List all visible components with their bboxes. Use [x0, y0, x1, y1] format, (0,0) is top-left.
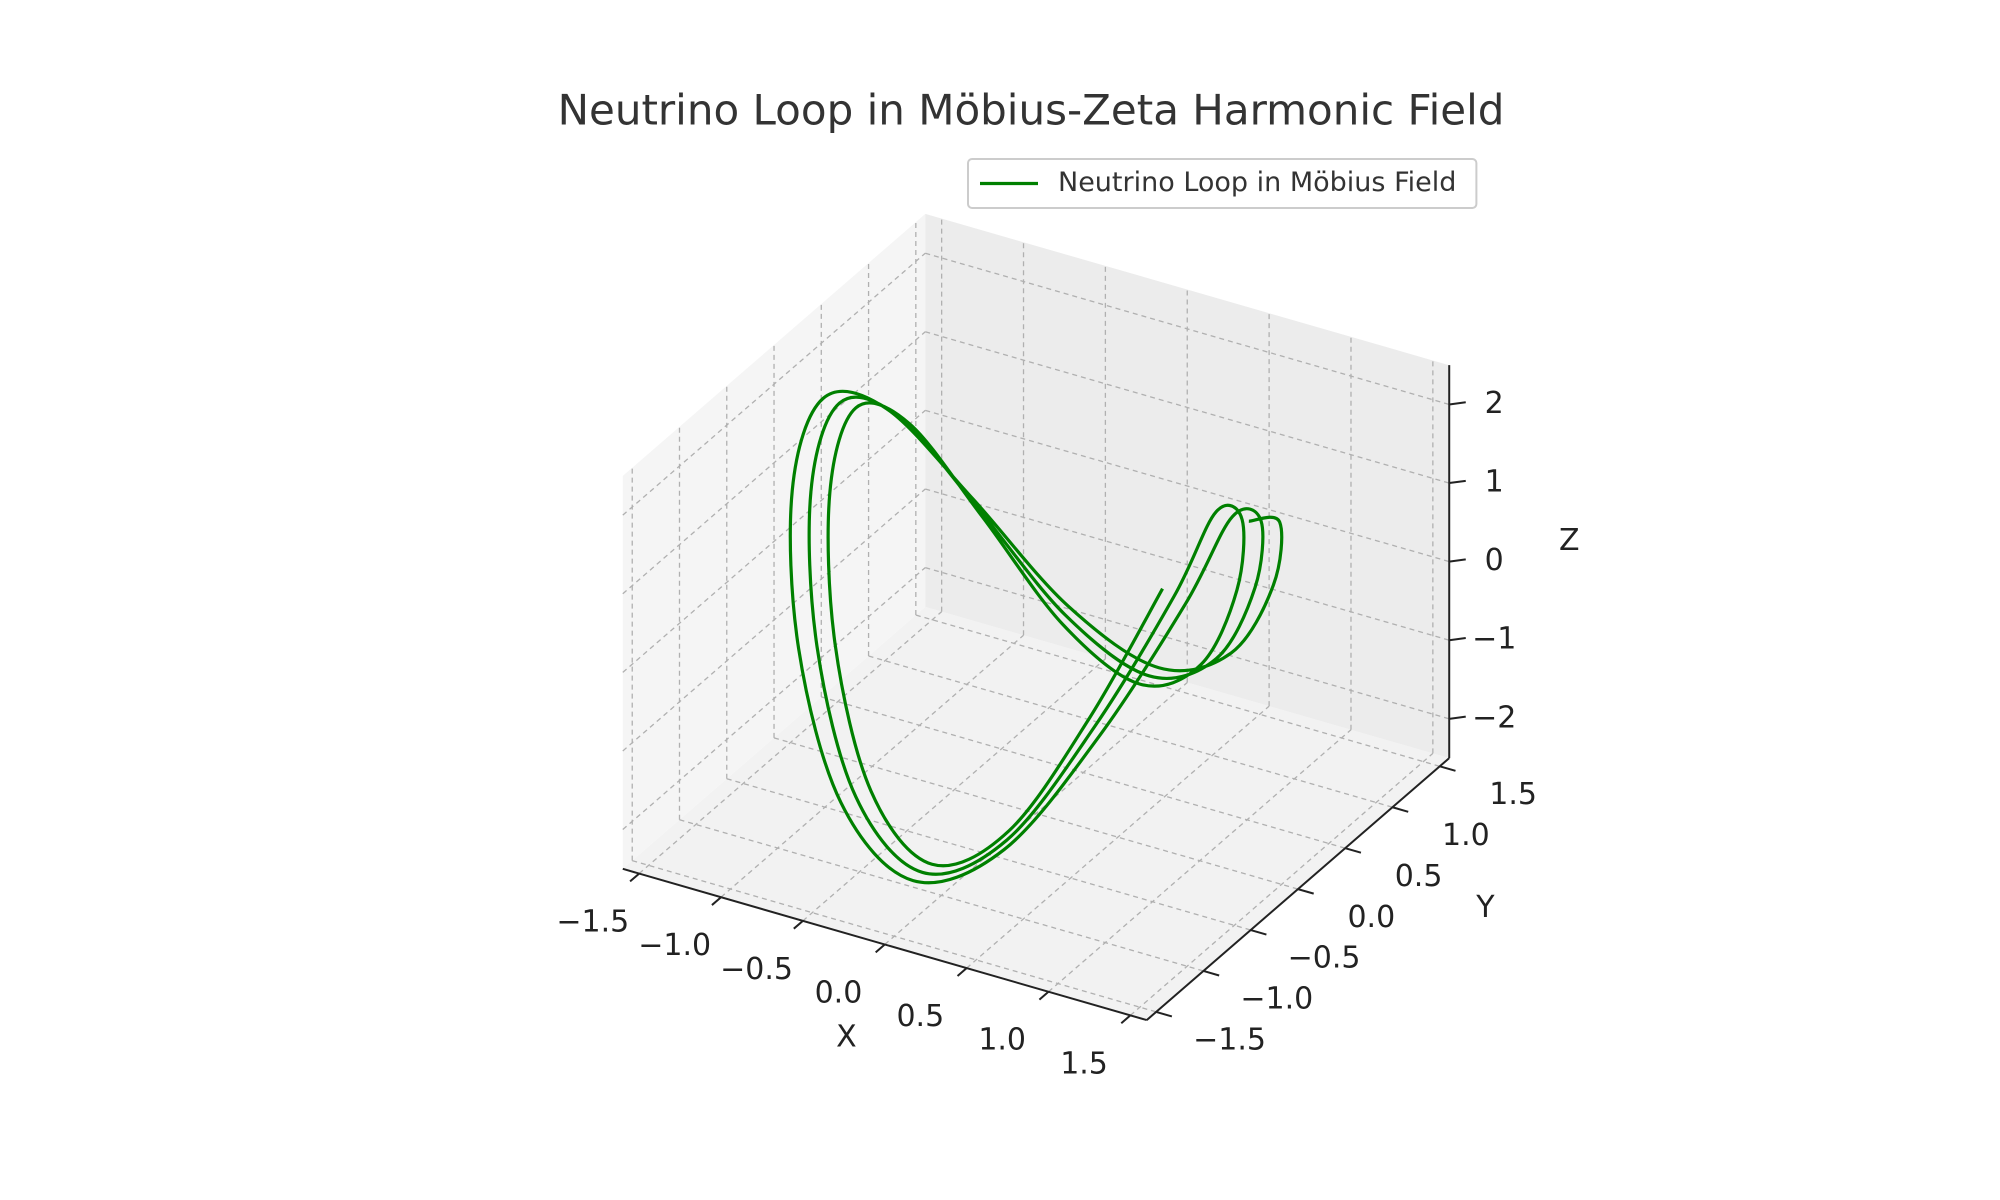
z-axis-label: Z: [1559, 523, 1580, 558]
z-tick: [1449, 558, 1466, 563]
x-tick: [711, 896, 722, 906]
x-tick-label: −1.5: [556, 905, 629, 940]
legend-label: Neutrino Loop in Möbius Field: [1058, 167, 1456, 198]
z-tick-label: 1: [1485, 465, 1504, 500]
y-tick: [1439, 765, 1456, 772]
grid-line: [679, 819, 1204, 972]
grid-line: [966, 705, 1270, 969]
axes: −1.5−1.0−0.50.00.51.01.5−1.5−1.0−0.50.00…: [556, 365, 1580, 1081]
data-line: [788, 389, 1284, 885]
grid-line: [622, 567, 926, 831]
grid-line: [915, 614, 1440, 767]
y-tick-label: 1.5: [1489, 777, 1537, 812]
z-tick: [1449, 715, 1466, 720]
x-tick: [793, 920, 804, 930]
grid-line: [925, 566, 1450, 720]
grid: [622, 218, 1450, 1016]
x-tick: [629, 872, 640, 883]
z-tick-label: −2: [1472, 700, 1516, 735]
x-tick: [875, 943, 886, 954]
z-tick-label: 2: [1485, 386, 1504, 421]
y-tick-label: −1.5: [1193, 1023, 1266, 1058]
grid-line: [925, 331, 1450, 484]
z-tick: [1449, 401, 1466, 406]
grid-line: [868, 655, 1393, 808]
x-tick: [956, 967, 968, 977]
y-tick: [1203, 970, 1220, 977]
grid-line: [802, 658, 1106, 922]
grid-line: [638, 611, 943, 875]
grid-line: [925, 488, 1450, 641]
x-tick: [1038, 990, 1050, 1001]
x-tick-label: 1.5: [1060, 1046, 1108, 1081]
grid-line: [925, 252, 1450, 406]
x-tick-label: 0.5: [896, 999, 944, 1034]
grid-line: [622, 331, 926, 595]
x-tick-label: 0.0: [815, 975, 863, 1010]
y-tick: [1392, 806, 1409, 813]
y-tick-label: −1.0: [1240, 982, 1313, 1017]
y-tick: [1344, 847, 1362, 854]
y-tick: [1297, 888, 1314, 895]
grid-line: [622, 252, 926, 516]
plot-area: [788, 389, 1284, 885]
panes: [622, 213, 1450, 1021]
grid-line: [925, 409, 1450, 563]
y-tick: [1250, 929, 1267, 936]
y-tick: [1155, 1010, 1173, 1018]
x-tick-label: −1.0: [638, 928, 711, 963]
x-tick-label: 1.0: [978, 1023, 1026, 1058]
y-axis-label: Y: [1475, 890, 1495, 925]
y-tick-label: −0.5: [1288, 941, 1361, 976]
grid-line: [1129, 752, 1434, 1016]
x-tick-label: −0.5: [720, 952, 793, 987]
chart-title: Neutrino Loop in Möbius-Zeta Harmonic Fi…: [558, 86, 1505, 135]
grid-line: [622, 488, 926, 752]
z-tick: [1449, 479, 1466, 485]
legend: Neutrino Loop in Möbius Field: [967, 158, 1478, 209]
grid-line: [632, 860, 1157, 1013]
x-tick: [1120, 1014, 1132, 1024]
y-tick-label: 1.0: [1442, 818, 1490, 853]
z-tick: [1449, 637, 1466, 642]
z-tick-label: 0: [1485, 543, 1504, 578]
y-tick-label: 0.0: [1347, 900, 1395, 935]
x-axis-label: X: [836, 1020, 857, 1055]
axis-line: [622, 867, 1148, 1022]
grid-line: [622, 409, 926, 673]
legend-box: [967, 158, 1478, 209]
axis-line: [1146, 757, 1450, 1021]
y-tick-label: 0.5: [1395, 859, 1443, 894]
grid-line: [821, 696, 1346, 849]
z-tick-label: −1: [1472, 622, 1516, 657]
